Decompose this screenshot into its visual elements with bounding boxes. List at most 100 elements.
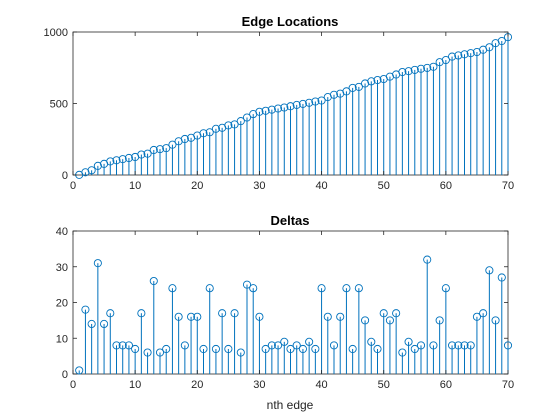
top-stem-marker — [373, 75, 382, 85]
top-stem-marker — [460, 50, 469, 59]
bottom-stem-marker — [466, 341, 475, 350]
top-stem-marker — [261, 106, 270, 115]
bottom-stem-marker — [323, 312, 332, 321]
bottom-xtick-label: 70 — [502, 379, 514, 391]
bottom-stem-marker — [143, 348, 152, 357]
bottom-stem-marker — [106, 309, 115, 318]
top-stem-marker — [423, 63, 432, 72]
top-xtick-label: 70 — [502, 180, 514, 192]
top-stem-marker — [81, 168, 90, 177]
bottom-stem-marker — [497, 273, 506, 282]
top-stem-marker — [211, 124, 220, 133]
top-stem-marker — [242, 113, 252, 122]
top-stem-marker — [143, 149, 152, 158]
bottom-stem-marker — [211, 344, 220, 354]
top-xtick-label: 10 — [129, 180, 141, 192]
top-stem-marker — [93, 161, 102, 170]
top-stem-marker — [205, 128, 214, 137]
bottom-stem-marker — [286, 344, 295, 354]
bottom-stem-marker — [441, 284, 450, 293]
bottom-stem-marker — [162, 344, 171, 354]
top-chart: 0 10 20 30 40 50 60 70 0 500 1000 Edge Locations — [44, 14, 515, 192]
bottom-stem-marker — [280, 337, 289, 346]
top-stem-marker — [280, 103, 289, 112]
bottom-stem-marker — [491, 316, 500, 325]
top-stem-marker — [429, 62, 438, 71]
bottom-stem-marker — [131, 344, 140, 354]
top-stem-marker — [274, 104, 283, 113]
bottom-stem-marker — [342, 284, 351, 293]
bottom-stem-marker — [416, 341, 426, 350]
top-stem-marker — [118, 155, 127, 164]
top-stem-marker — [292, 100, 301, 109]
bottom-stem-marker — [410, 344, 419, 354]
bottom-stem-marker — [100, 319, 109, 329]
bottom-stem-marker — [124, 341, 133, 350]
top-stem-marker — [155, 145, 165, 154]
bottom-stem-marker — [479, 309, 488, 318]
bottom-stem-marker — [317, 284, 326, 293]
top-stem-marker — [454, 51, 463, 60]
bottom-stem-marker — [385, 316, 394, 325]
bottom-stem-marker — [448, 341, 457, 350]
bottom-ytick-label: 10 — [56, 333, 68, 345]
bottom-stem-marker — [404, 337, 413, 346]
bottom-stem-marker — [168, 284, 177, 293]
bottom-stem-marker — [367, 337, 376, 346]
top-stem-marker — [441, 55, 450, 65]
top-stem-marker — [124, 153, 133, 163]
bottom-stem-marker — [472, 312, 481, 321]
bottom-stem-marker — [224, 344, 233, 354]
bottom-ytick-label: 20 — [56, 298, 68, 310]
bottom-xtick-label: 50 — [378, 379, 390, 391]
bottom-stem-marker — [149, 276, 158, 286]
top-xtick-label: 40 — [315, 180, 327, 192]
top-xtick-label: 50 — [378, 180, 390, 192]
bottom-stem-marker — [193, 312, 202, 321]
top-stem-marker — [168, 140, 177, 149]
bottom-stem-marker — [137, 309, 146, 318]
bottom-stem-marker — [93, 259, 102, 268]
top-stem-marker — [410, 65, 419, 74]
top-xtick-label: 20 — [191, 180, 203, 192]
bottom-stem-marker — [199, 344, 208, 354]
top-xtick-label: 30 — [253, 180, 265, 192]
top-stem-marker — [149, 145, 158, 155]
bottom-xtick-label: 20 — [191, 379, 203, 391]
top-ytick-label: 1000 — [44, 27, 68, 39]
bottom-stem-marker — [218, 309, 227, 318]
bottom-stem-marker — [230, 309, 239, 318]
bottom-xtick-label: 60 — [440, 379, 452, 391]
bottom-stem-marker — [329, 341, 339, 350]
top-stem-marker — [485, 43, 494, 52]
bottom-stem-marker — [454, 341, 463, 350]
bottom-stem-marker — [373, 344, 382, 354]
bottom-stem-marker — [392, 309, 401, 318]
bottom-xtick-label: 30 — [253, 379, 265, 391]
top-stem-marker — [416, 64, 426, 73]
top-stem-marker — [137, 150, 146, 159]
bottom-stem-marker — [180, 341, 189, 350]
bottom-stem-marker — [423, 255, 432, 264]
top-stem-marker — [497, 36, 506, 46]
bottom-xtick-label: 40 — [315, 379, 327, 391]
bottom-stem-marker — [460, 341, 469, 350]
bottom-stem-marker — [249, 284, 258, 293]
bottom-stem-marker — [205, 284, 214, 293]
top-stem-marker — [367, 77, 376, 86]
bottom-stem-marker — [261, 344, 270, 354]
top-stem-marker — [255, 107, 264, 116]
top-ytick-label: 0 — [62, 170, 68, 182]
bottom-stem-marker — [305, 337, 314, 346]
bottom-chart-title: Deltas — [270, 213, 309, 228]
bottom-stem-marker — [311, 344, 320, 354]
top-stem-marker — [106, 157, 115, 166]
bottom-stem-marker — [112, 341, 121, 350]
top-stem-marker — [466, 49, 475, 58]
bottom-chart-xlabel: nth edge — [267, 398, 314, 412]
bottom-stem-marker — [336, 312, 345, 321]
bottom-stem-marker — [187, 312, 196, 321]
top-stem-marker — [354, 82, 363, 91]
bottom-stem-marker — [435, 316, 444, 325]
bottom-stem-marker — [87, 319, 96, 329]
